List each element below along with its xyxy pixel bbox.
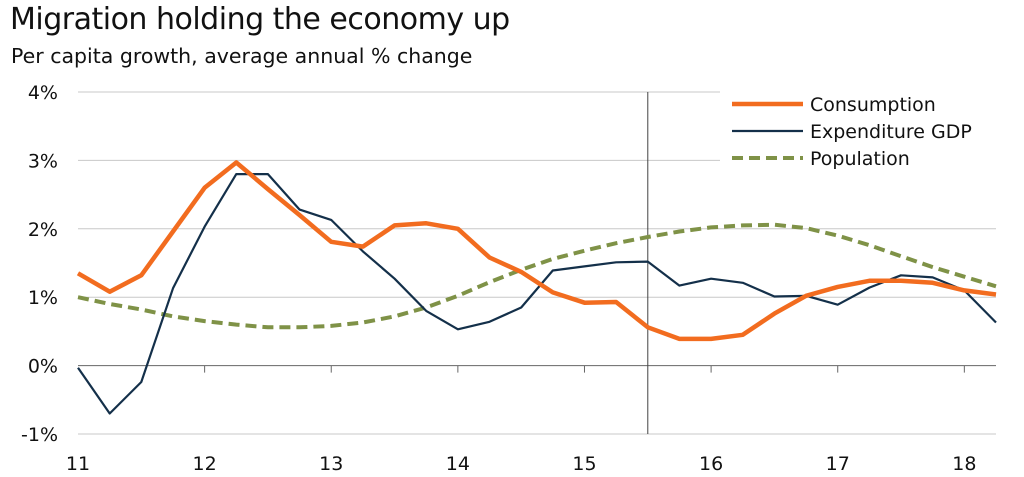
legend-label: Consumption	[810, 94, 936, 116]
x-tick-label: 18	[952, 453, 976, 475]
y-tick-label: 3%	[28, 150, 58, 172]
x-tick-label: 13	[319, 453, 343, 475]
y-tick-label: 2%	[28, 219, 58, 241]
legend-label: Expenditure GDP	[810, 121, 972, 143]
y-tick-label: 4%	[28, 82, 58, 104]
y-tick-label: -1%	[21, 424, 58, 446]
y-tick-label: 1%	[28, 287, 58, 309]
series-line-consumption	[76, 160, 997, 342]
x-tick-label: 17	[826, 453, 850, 475]
y-tick-label: 0%	[28, 356, 58, 378]
chart-title: Migration holding the economy up	[10, 2, 510, 37]
series-line-population	[77, 222, 997, 330]
legend: Consumption Expenditure GDP Population	[720, 84, 1010, 176]
series-line-expenditure-gdp	[77, 173, 997, 415]
x-tick-label: 12	[193, 453, 217, 475]
x-tick-label: 11	[66, 453, 90, 475]
x-tick-label: 14	[446, 453, 470, 475]
x-tick-label: 15	[572, 453, 596, 475]
legend-label: Population	[810, 148, 910, 170]
x-tick-label: 16	[699, 453, 723, 475]
chart-subtitle: Per capita growth, average annual % chan…	[11, 44, 473, 68]
